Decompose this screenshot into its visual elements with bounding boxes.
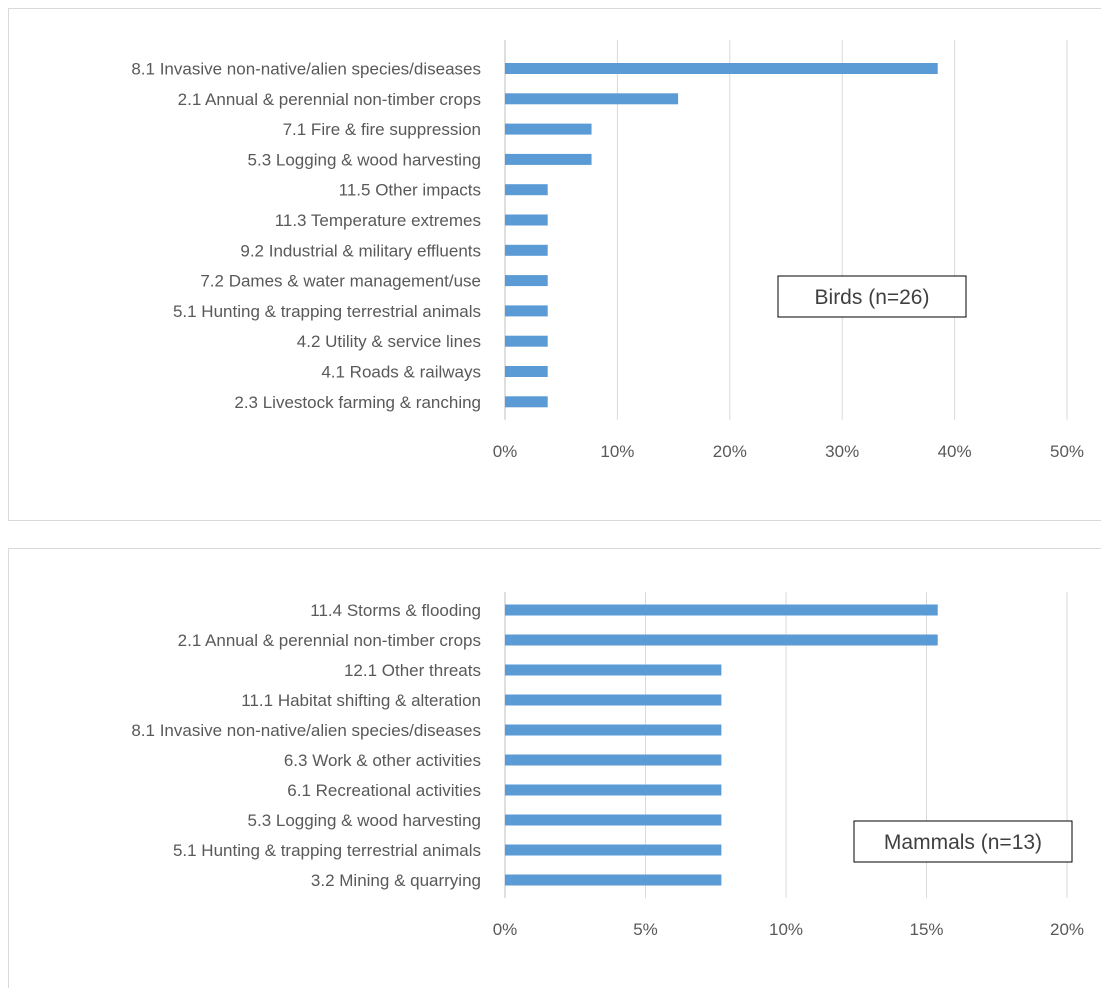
mammals-tick-label: 0%	[493, 920, 518, 939]
mammals-category-label: 12.1 Other threats	[344, 661, 481, 680]
birds-bar	[505, 335, 548, 347]
mammals-category-label: 11.1 Habitat shifting & alteration	[241, 691, 481, 710]
mammals-annotation-box	[853, 820, 1073, 863]
mammals-tick-label: 10%	[769, 920, 803, 939]
birds-bar	[505, 93, 679, 105]
birds-bar	[505, 396, 548, 408]
mammals-category-label: 6.1 Recreational activities	[287, 781, 481, 800]
mammals-bar	[505, 724, 722, 736]
birds-category-label: 9.2 Industrial & military effluents	[240, 241, 481, 260]
mammals-category-label: 5.3 Logging & wood harvesting	[248, 811, 481, 830]
mammals-bar	[505, 634, 938, 646]
birds-tick-label: 10%	[600, 442, 634, 461]
mammals-category-label: 8.1 Invasive non-native/alien species/di…	[131, 721, 481, 740]
birds-category-label: 7.2 Dames & water management/use	[200, 272, 481, 291]
mammals-tick-label: 5%	[633, 920, 658, 939]
birds-tick-label: 30%	[825, 442, 859, 461]
birds-category-label: 7.1 Fire & fire suppression	[283, 120, 481, 139]
birds-category-label: 8.1 Invasive non-native/alien species/di…	[131, 60, 481, 79]
birds-bar	[505, 366, 548, 377]
mammals-category-label: 5.1 Hunting & trapping terrestrial anima…	[173, 841, 481, 860]
birds-bar	[505, 244, 548, 256]
mammals-bar	[505, 784, 722, 796]
mammals-category-label: 3.2 Mining & quarrying	[311, 871, 481, 890]
birds-tick-label: 0%	[493, 442, 518, 461]
birds-category-label: 5.3 Logging & wood harvesting	[248, 150, 481, 169]
mammals-bar	[505, 694, 722, 706]
mammals-bar	[505, 754, 722, 766]
birds-category-label: 4.1 Roads & railways	[321, 363, 481, 382]
birds-category-label: 2.3 Livestock farming & ranching	[234, 393, 481, 412]
birds-tick-label: 50%	[1050, 442, 1084, 461]
birds-category-label: 2.1 Annual & perennial non-timber crops	[178, 90, 481, 109]
mammals-bar	[505, 844, 722, 856]
birds-category-label: 11.5 Other impacts	[339, 181, 481, 200]
birds-bar	[505, 153, 592, 165]
mammals-category-label: 6.3 Work & other activities	[284, 751, 481, 770]
birds-tick-label: 20%	[713, 442, 747, 461]
mammals-bar	[505, 874, 722, 886]
mammals-tick-label: 15%	[909, 920, 943, 939]
birds-tick-label: 40%	[938, 442, 972, 461]
birds-bar	[505, 275, 548, 287]
mammals-chart-panel	[8, 548, 1101, 988]
birds-category-label: 4.2 Utility & service lines	[297, 332, 481, 351]
birds-annotation-box	[777, 275, 967, 318]
birds-bar	[505, 305, 548, 317]
birds-bar	[505, 123, 592, 135]
birds-bar	[505, 214, 548, 226]
birds-bar	[505, 184, 548, 196]
mammals-bar	[505, 664, 722, 676]
birds-annotation-text: Birds (n=26)	[815, 286, 930, 309]
birds-category-label: 5.1 Hunting & trapping terrestrial anima…	[173, 302, 481, 321]
mammals-category-label: 11.4 Storms & flooding	[310, 601, 481, 620]
mammals-tick-label: 20%	[1050, 920, 1084, 939]
mammals-category-label: 2.1 Annual & perennial non-timber crops	[178, 631, 481, 650]
mammals-bar	[505, 814, 722, 826]
birds-bar	[505, 63, 938, 74]
birds-category-label: 11.3 Temperature extremes	[275, 211, 481, 230]
mammals-annotation-text: Mammals (n=13)	[884, 831, 1042, 854]
mammals-bar	[505, 604, 938, 616]
